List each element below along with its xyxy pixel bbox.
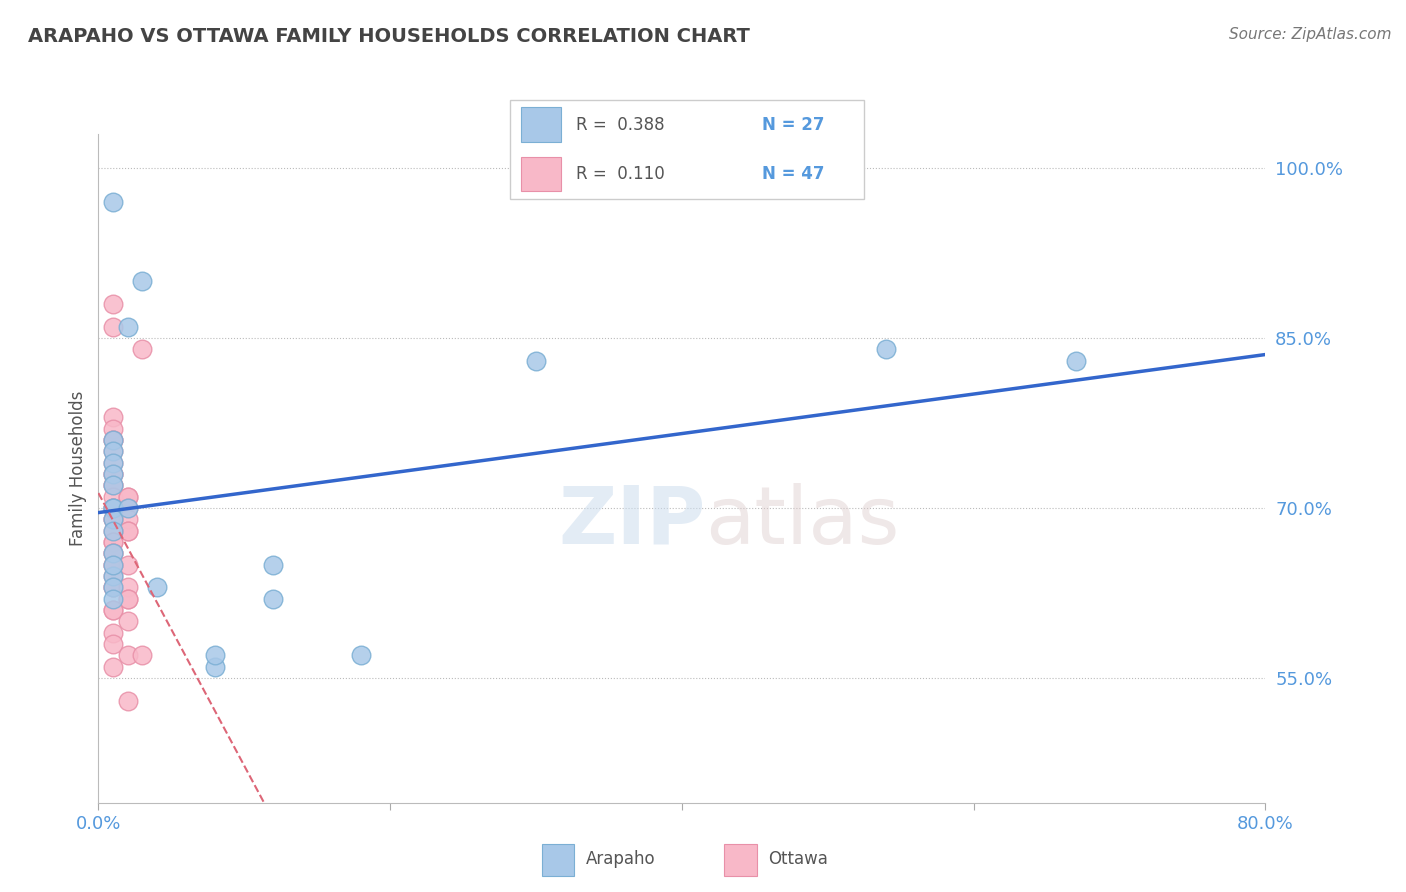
Point (101, 569, 124, 583)
Point (117, 500, 139, 515)
Point (101, 546, 124, 560)
Point (101, 512, 124, 526)
Point (101, 422, 124, 436)
Text: N = 47: N = 47 (762, 165, 824, 183)
FancyBboxPatch shape (520, 157, 561, 192)
Point (101, 637, 124, 651)
Point (117, 512, 139, 526)
Point (117, 558, 139, 572)
Point (101, 500, 124, 515)
Point (101, 444, 124, 458)
Point (117, 591, 139, 606)
Point (101, 659, 124, 673)
Point (101, 580, 124, 594)
Point (101, 319, 124, 334)
Point (117, 648, 139, 663)
Text: Ottawa: Ottawa (768, 849, 828, 868)
Point (101, 603, 124, 617)
Point (101, 433, 124, 447)
Point (101, 524, 124, 538)
Point (117, 500, 139, 515)
Point (101, 478, 124, 492)
Point (101, 500, 124, 515)
Point (101, 467, 124, 481)
Point (101, 535, 124, 549)
Point (101, 546, 124, 560)
Point (131, 648, 153, 663)
Point (101, 625, 124, 640)
Y-axis label: Family Households: Family Households (69, 391, 87, 546)
FancyBboxPatch shape (510, 100, 865, 199)
Point (101, 580, 124, 594)
Point (101, 467, 124, 481)
Point (204, 659, 226, 673)
Point (101, 410, 124, 425)
Point (350, 648, 373, 663)
Point (117, 591, 139, 606)
Point (146, 580, 169, 594)
Text: ZIP: ZIP (558, 483, 706, 561)
Point (101, 558, 124, 572)
Point (101, 433, 124, 447)
Text: Source: ZipAtlas.com: Source: ZipAtlas.com (1229, 27, 1392, 42)
Text: atlas: atlas (706, 483, 900, 561)
Point (262, 558, 284, 572)
Point (101, 194, 124, 209)
Point (101, 467, 124, 481)
Point (101, 524, 124, 538)
Point (101, 444, 124, 458)
Point (117, 524, 139, 538)
Point (117, 580, 139, 594)
Point (117, 319, 139, 334)
Point (101, 558, 124, 572)
Point (204, 648, 226, 663)
Point (101, 580, 124, 594)
Point (1064, 353, 1087, 368)
Point (101, 500, 124, 515)
Point (101, 456, 124, 470)
Point (524, 353, 547, 368)
Point (101, 546, 124, 560)
Point (131, 343, 153, 357)
Point (101, 490, 124, 504)
Point (262, 591, 284, 606)
Point (101, 500, 124, 515)
Text: N = 27: N = 27 (762, 116, 824, 134)
Text: R =  0.388: R = 0.388 (575, 116, 664, 134)
Point (117, 694, 139, 708)
Point (101, 456, 124, 470)
Point (101, 478, 124, 492)
Text: R =  0.110: R = 0.110 (575, 165, 665, 183)
Point (101, 512, 124, 526)
Point (101, 558, 124, 572)
Text: Arapaho: Arapaho (585, 849, 655, 868)
Point (117, 524, 139, 538)
FancyBboxPatch shape (541, 844, 575, 876)
Point (101, 297, 124, 311)
Point (101, 433, 124, 447)
Point (101, 603, 124, 617)
Point (101, 535, 124, 549)
Point (875, 343, 897, 357)
Point (117, 615, 139, 629)
FancyBboxPatch shape (520, 107, 561, 142)
Point (117, 490, 139, 504)
Point (101, 478, 124, 492)
Point (101, 591, 124, 606)
Point (101, 569, 124, 583)
Text: ARAPAHO VS OTTAWA FAMILY HOUSEHOLDS CORRELATION CHART: ARAPAHO VS OTTAWA FAMILY HOUSEHOLDS CORR… (28, 27, 749, 45)
Point (117, 490, 139, 504)
Point (131, 274, 153, 288)
FancyBboxPatch shape (724, 844, 758, 876)
Point (101, 512, 124, 526)
